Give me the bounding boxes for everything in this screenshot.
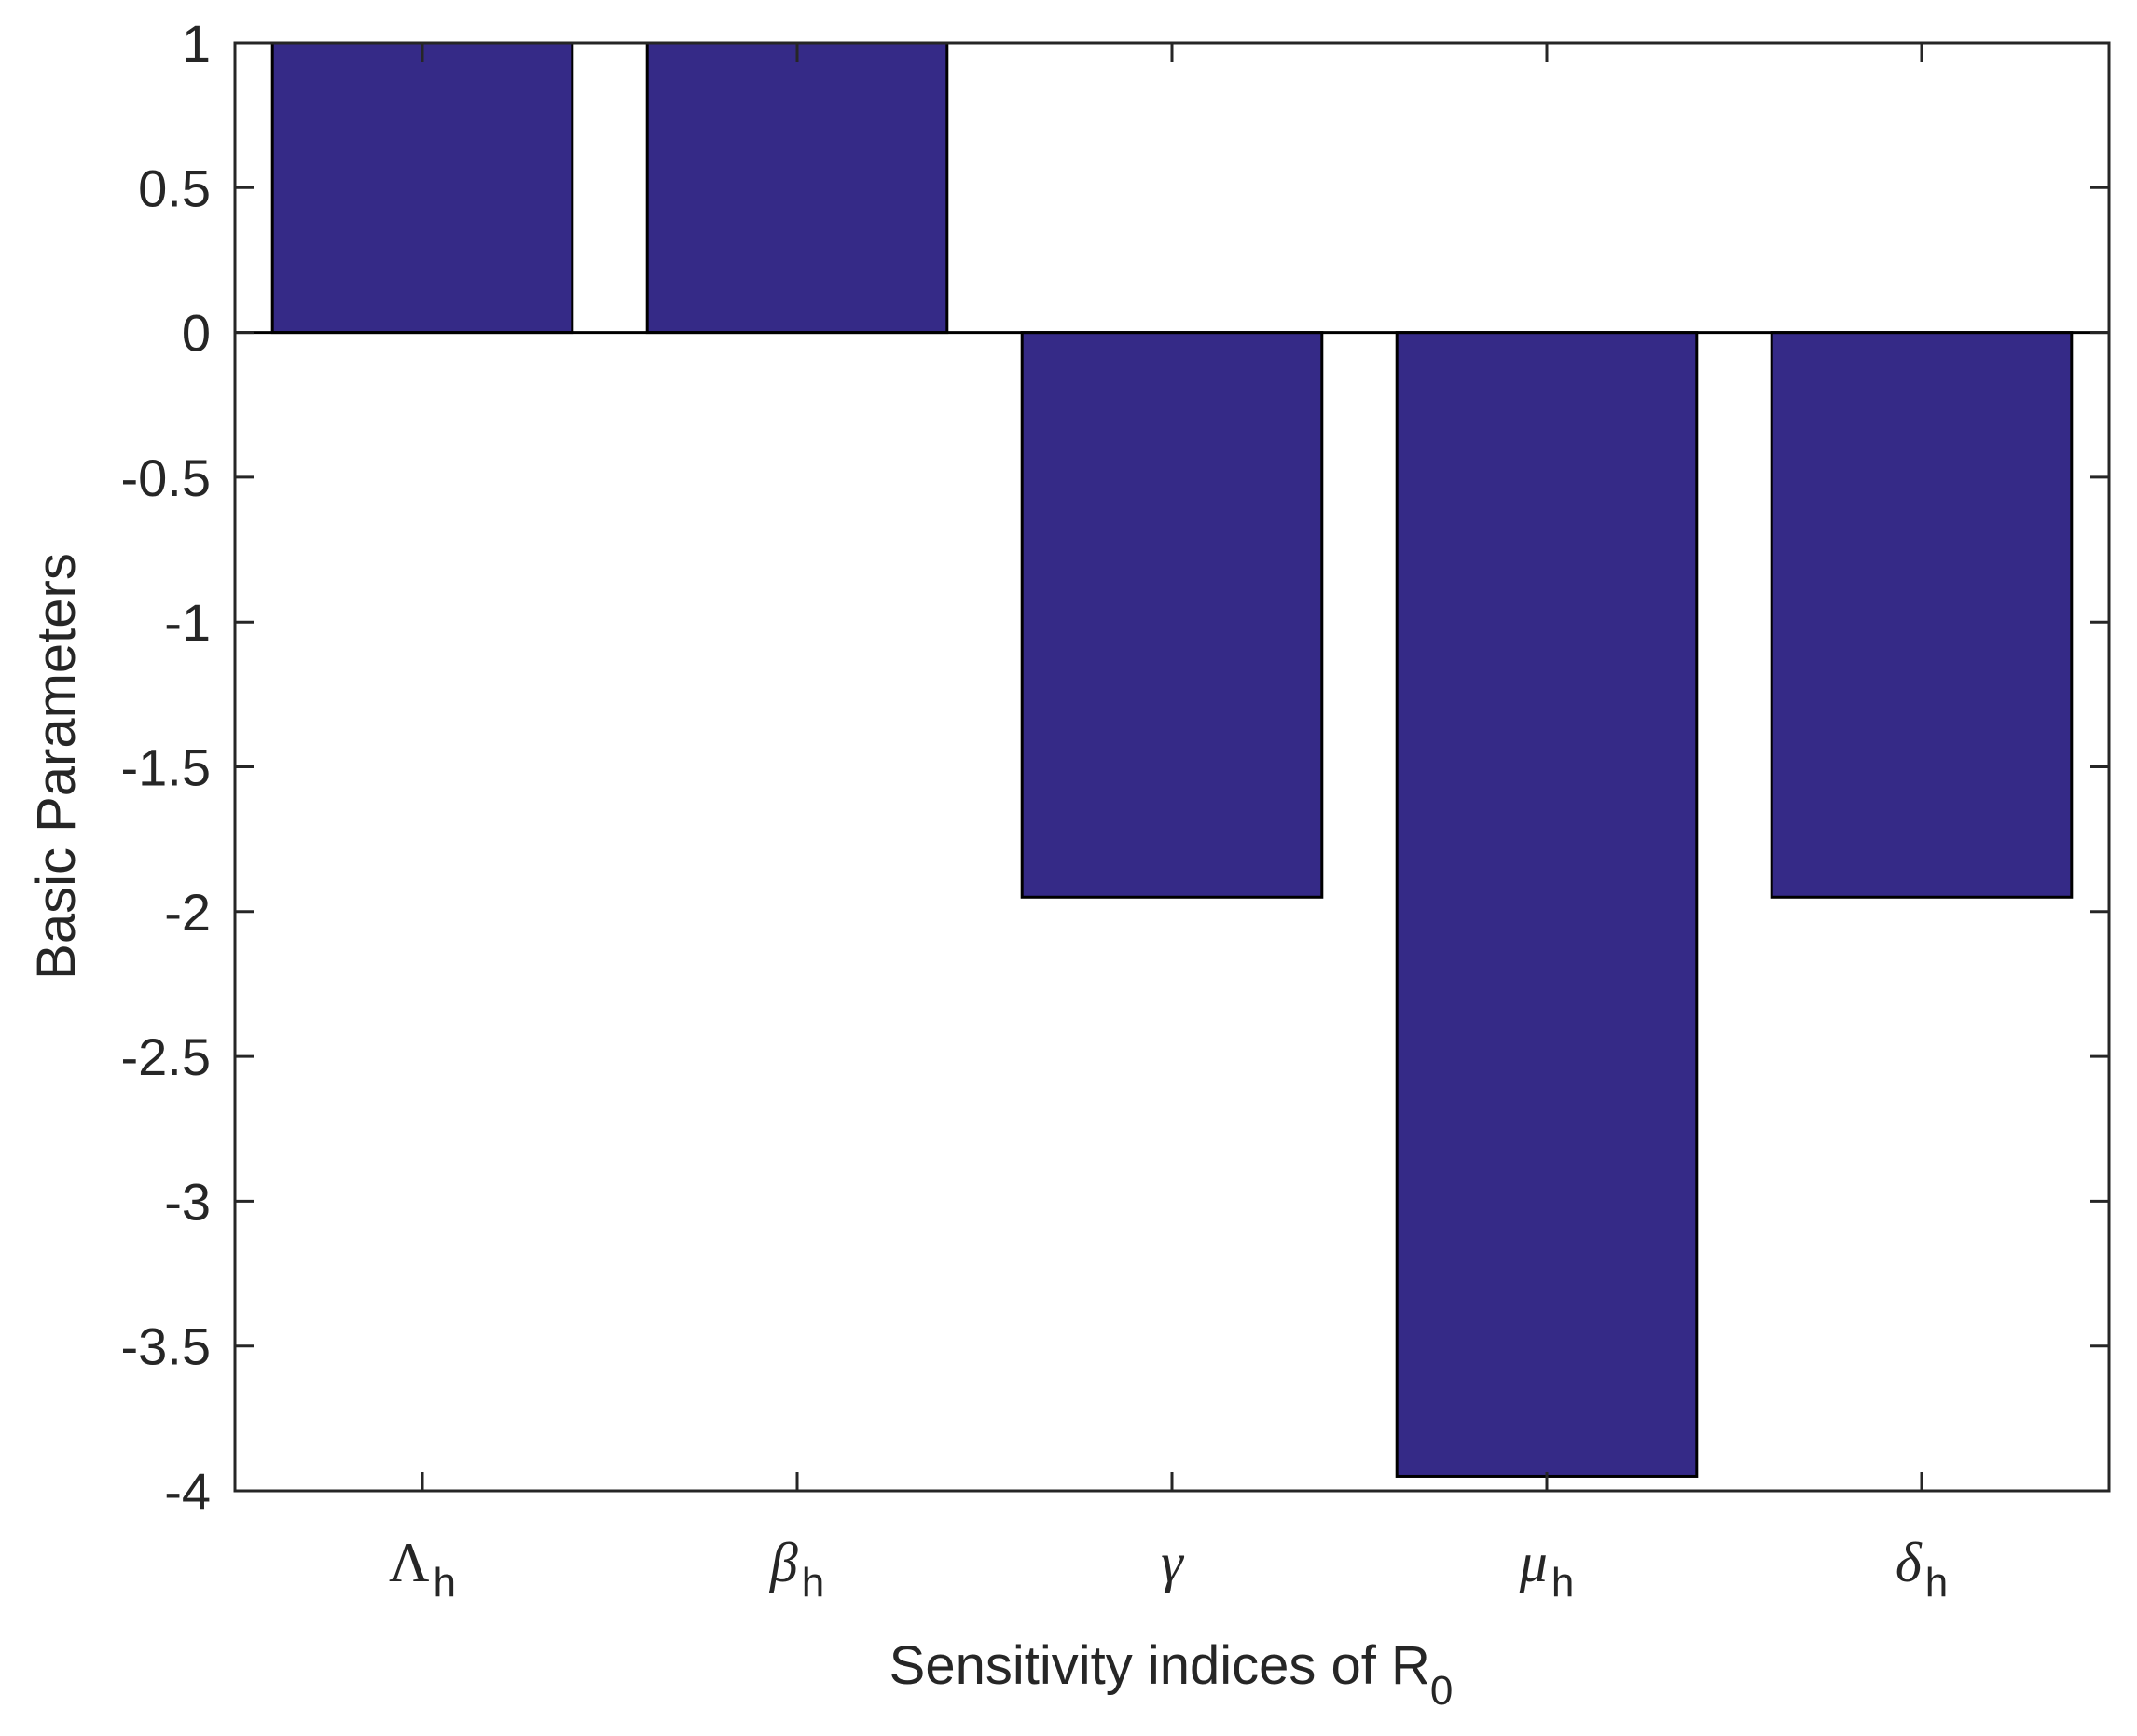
y-tick-label-9: -3.5 — [121, 1317, 212, 1376]
x-axis: Λh βh γ μh δh — [389, 43, 1948, 1605]
y-axis: 1 0.5 0 -0.5 -1 -1.5 -2 -2.5 -3 -3.5 -4 — [121, 14, 2109, 1521]
y-tick-label-8: -3 — [164, 1172, 211, 1231]
x-tick-symbol-3: μ — [1519, 1532, 1548, 1593]
x-axis-label: Sensitivity indices of R0 — [889, 1635, 1454, 1714]
bars-group — [270, 41, 2074, 1478]
x-tick-label-4: δh — [1896, 1532, 1948, 1605]
x-axis-label-text: Sensitivity indices of R — [889, 1635, 1430, 1696]
y-axis-label: Basic Parameters — [26, 553, 87, 980]
bar-3 — [1395, 331, 1699, 1478]
y-tick-label-6: -2 — [164, 883, 211, 942]
x-tick-symbol-2: γ — [1161, 1532, 1184, 1593]
y-tick-label-4: -1 — [164, 593, 211, 652]
x-tick-subscript-0: h — [434, 1560, 456, 1605]
y-tick-label-2: 0 — [182, 304, 211, 363]
x-tick-label-2: γ — [1161, 1532, 1184, 1593]
y-tick-label-0: 1 — [182, 14, 211, 73]
y-tick-label-10: -4 — [164, 1462, 211, 1521]
bar-4 — [1770, 331, 2074, 899]
y-tick-label-7: -2.5 — [121, 1027, 212, 1086]
x-tick-subscript-1: h — [802, 1560, 824, 1605]
bar-0 — [270, 41, 574, 335]
x-tick-label-0: Λh — [389, 1532, 456, 1605]
x-tick-symbol-4: δ — [1896, 1532, 1923, 1593]
x-tick-label-3: μh — [1519, 1532, 1575, 1605]
bar-1 — [645, 41, 949, 335]
x-tick-subscript-3: h — [1551, 1560, 1574, 1605]
y-tick-label-5: -1.5 — [121, 738, 212, 797]
y-tick-label-1: 0.5 — [138, 158, 211, 217]
x-tick-symbol-1: β — [769, 1532, 798, 1593]
bar-2 — [1020, 331, 1324, 899]
x-tick-symbol-0: Λ — [389, 1532, 430, 1593]
x-axis-label-subscript: 0 — [1430, 1668, 1453, 1714]
x-tick-subscript-4: h — [1925, 1560, 1948, 1605]
y-tick-label-3: -0.5 — [121, 448, 212, 507]
x-tick-label-1: βh — [769, 1532, 824, 1605]
